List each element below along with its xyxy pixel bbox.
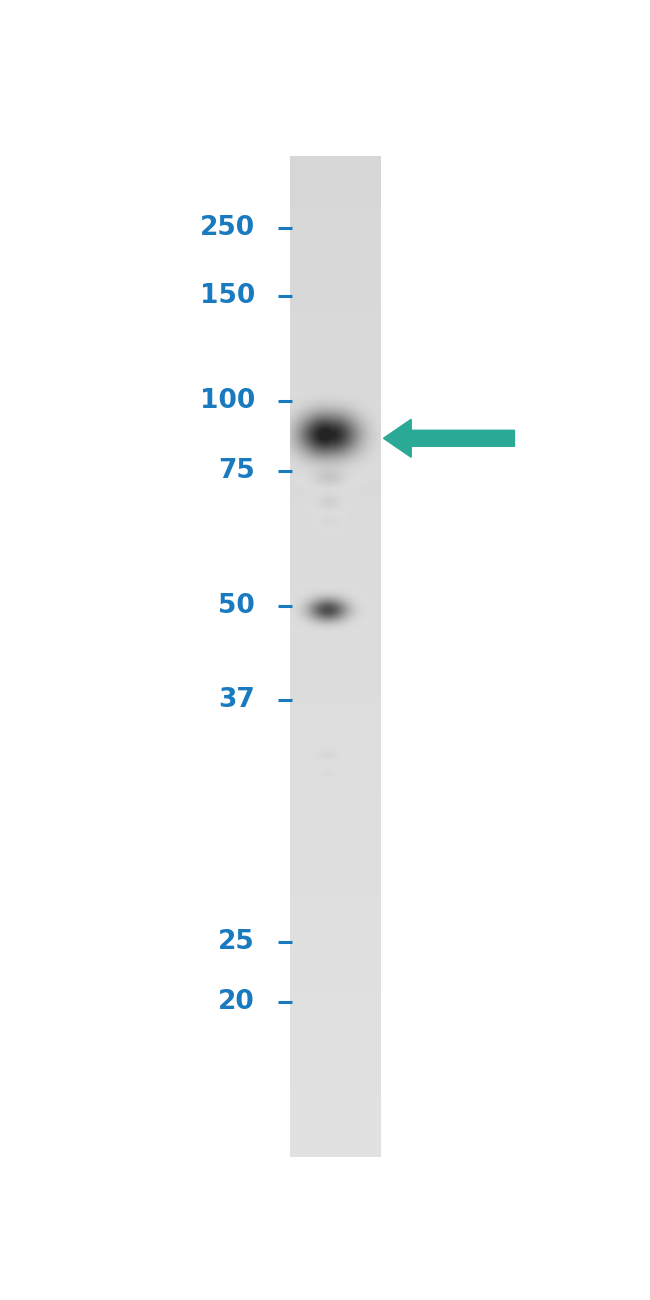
Text: 100: 100 xyxy=(200,389,255,415)
Text: 250: 250 xyxy=(200,214,255,240)
Text: 75: 75 xyxy=(218,459,255,485)
FancyArrow shape xyxy=(384,420,514,458)
Text: 37: 37 xyxy=(218,686,255,712)
Text: 25: 25 xyxy=(218,928,255,954)
Text: 50: 50 xyxy=(218,593,255,620)
Text: 20: 20 xyxy=(218,989,255,1015)
Text: 150: 150 xyxy=(200,283,255,309)
